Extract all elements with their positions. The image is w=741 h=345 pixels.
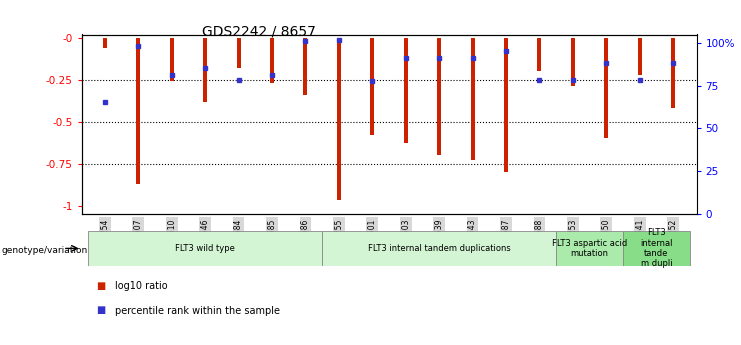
Bar (537, 38, 542, 71)
Text: genotype/variation: genotype/variation (1, 246, 87, 255)
Text: ■: ■ (96, 282, 105, 291)
Bar (437, 38, 441, 155)
FancyBboxPatch shape (322, 231, 556, 266)
Text: log10 ratio: log10 ratio (115, 282, 167, 291)
Bar (270, 38, 274, 83)
Text: GDS2242 / 8657: GDS2242 / 8657 (202, 24, 316, 38)
FancyBboxPatch shape (556, 231, 623, 266)
Bar (471, 38, 474, 160)
Bar (404, 38, 408, 144)
FancyBboxPatch shape (88, 231, 322, 266)
Bar (203, 38, 207, 101)
Text: ■: ■ (96, 306, 105, 315)
Text: FLT3 wild type: FLT3 wild type (176, 244, 235, 253)
Text: FLT3
internal
tande
m dupli: FLT3 internal tande m dupli (640, 228, 673, 268)
Bar (571, 38, 575, 87)
Bar (504, 38, 508, 172)
Bar (103, 38, 107, 48)
FancyBboxPatch shape (623, 231, 690, 266)
Bar (605, 38, 608, 138)
Text: FLT3 aspartic acid
mutation: FLT3 aspartic acid mutation (552, 239, 627, 258)
Bar (337, 38, 341, 200)
Bar (236, 38, 241, 68)
Bar (370, 38, 374, 135)
Bar (136, 38, 140, 184)
Bar (638, 38, 642, 75)
Bar (671, 38, 675, 108)
Text: percentile rank within the sample: percentile rank within the sample (115, 306, 280, 315)
Bar (170, 38, 173, 81)
Text: FLT3 internal tandem duplications: FLT3 internal tandem duplications (368, 244, 511, 253)
Bar (304, 38, 308, 95)
